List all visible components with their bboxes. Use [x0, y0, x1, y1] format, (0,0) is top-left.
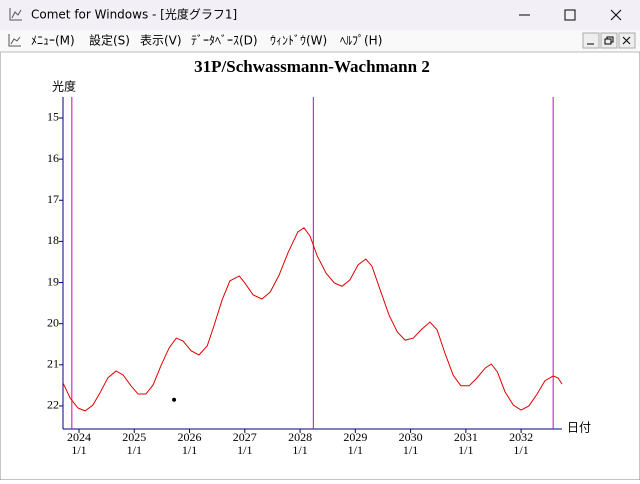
x-tick-label: 2031: [454, 430, 478, 444]
x-tick-label: 2026: [178, 430, 202, 444]
y-axis-label: 光度: [52, 79, 76, 94]
x-tick-sublabel: 1/1: [127, 443, 142, 457]
y-tick-label: 18: [47, 233, 59, 247]
title-bar: [0, 0, 640, 30]
close-button[interactable]: [610, 9, 622, 21]
y-tick-label: 20: [47, 315, 59, 329]
menu-item[interactable]: ﾃﾞｰﾀﾍﾞｰｽ(D): [191, 34, 258, 48]
window-title: Comet for Windows - [光度グラフ1]: [31, 7, 237, 22]
child-icon: [8, 34, 21, 47]
x-tick-sublabel: 1/1: [403, 443, 418, 457]
child-restore[interactable]: [600, 32, 618, 49]
x-tick-label: 2030: [399, 430, 423, 444]
maximize-button[interactable]: [564, 9, 576, 21]
y-tick-label: 16: [47, 151, 59, 165]
menu-item[interactable]: ﾍﾙﾌﾟ(H): [340, 34, 382, 48]
menu-item[interactable]: 設定(S): [89, 33, 130, 48]
y-tick-label: 19: [47, 274, 59, 288]
app-icon: [9, 8, 22, 21]
x-tick-sublabel: 1/1: [348, 443, 363, 457]
x-tick-sublabel: 1/1: [458, 443, 473, 457]
menu-item[interactable]: ｳｨﾝﾄﾞｳ(W): [270, 34, 327, 48]
x-tick-label: 2032: [509, 430, 533, 444]
menu-item[interactable]: 表示(V): [140, 34, 182, 48]
y-tick-label: 22: [47, 398, 59, 412]
menu-bar: [0, 30, 640, 52]
menu-item[interactable]: ﾒﾆｭｰ(M): [31, 34, 75, 48]
y-tick-label: 17: [47, 192, 59, 206]
child-close[interactable]: [618, 32, 636, 49]
magnitude-curve: [62, 227, 563, 412]
x-tick-sublabel: 1/1: [71, 443, 86, 457]
y-tick-label: 21: [47, 357, 59, 371]
x-tick-label: 2027: [233, 430, 257, 444]
x-tick-sublabel: 1/1: [292, 443, 307, 457]
chart-title: 31P/Schwassmann-Wachmann 2: [194, 57, 430, 76]
y-tick-label: 15: [47, 110, 59, 124]
x-tick-label: 2029: [343, 430, 367, 444]
x-tick-sublabel: 1/1: [513, 443, 528, 457]
x-tick-sublabel: 1/1: [182, 443, 197, 457]
x-tick-label: 2025: [122, 430, 146, 444]
observation-point: [172, 397, 177, 402]
x-axis-label: 日付: [567, 421, 591, 435]
x-tick-sublabel: 1/1: [237, 443, 252, 457]
x-tick-label: 2028: [288, 430, 312, 444]
x-tick-label: 2024: [67, 430, 91, 444]
child-minimize[interactable]: [582, 32, 600, 49]
